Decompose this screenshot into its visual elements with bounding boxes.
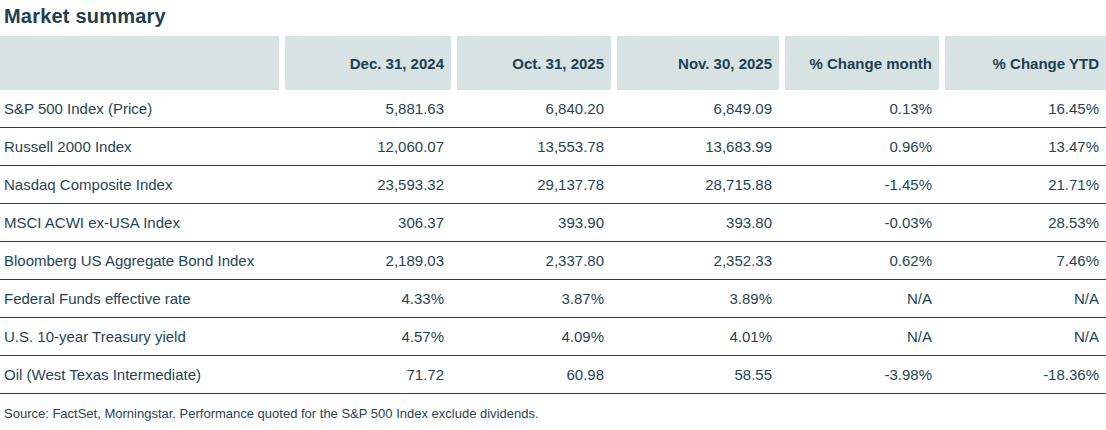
cell-value: -3.98% (785, 356, 939, 393)
market-summary-page: Market summary Dec. 31, 2024Oct. 31, 202… (0, 0, 1106, 430)
column-header: % Change YTD (945, 36, 1106, 90)
column-header: % Change month (785, 36, 939, 90)
cell-value: N/A (945, 280, 1106, 317)
cell-value: 4.01% (617, 318, 779, 355)
table-row: Oil (West Texas Intermediate)71.7260.985… (0, 356, 1106, 394)
cell-value: 3.89% (617, 280, 779, 317)
row-label: Federal Funds effective rate (0, 280, 279, 317)
table-row: S&P 500 Index (Price)5,881.636,840.206,8… (0, 90, 1106, 128)
cell-value: 13.47% (945, 128, 1106, 165)
cell-value: 16.45% (945, 90, 1106, 127)
row-label: Nasdaq Composite Index (0, 166, 279, 203)
cell-value: 0.62% (785, 242, 939, 279)
cell-value: 393.90 (457, 204, 611, 241)
cell-value: 58.55 (617, 356, 779, 393)
row-label: Russell 2000 Index (0, 128, 279, 165)
cell-value: 13,553.78 (457, 128, 611, 165)
row-label: MSCI ACWI ex-USA Index (0, 204, 279, 241)
cell-value: 29,137.78 (457, 166, 611, 203)
cell-value: 3.87% (457, 280, 611, 317)
cell-value: 28.53% (945, 204, 1106, 241)
row-label: S&P 500 Index (Price) (0, 90, 279, 127)
column-header-empty (0, 36, 279, 90)
cell-value: N/A (785, 318, 939, 355)
cell-value: -1.45% (785, 166, 939, 203)
table-row: Nasdaq Composite Index23,593.3229,137.78… (0, 166, 1106, 204)
table-row: Russell 2000 Index12,060.0713,553.7813,6… (0, 128, 1106, 166)
cell-value: N/A (785, 280, 939, 317)
source-note: Source: FactSet, Morningstar. Performanc… (4, 406, 1106, 421)
cell-value: 4.33% (285, 280, 451, 317)
page-title: Market summary (4, 5, 1106, 27)
row-label: U.S. 10-year Treasury yield (0, 318, 279, 355)
cell-value: 0.13% (785, 90, 939, 127)
cell-value: 71.72 (285, 356, 451, 393)
cell-value: 60.98 (457, 356, 611, 393)
cell-value: 4.57% (285, 318, 451, 355)
cell-value: 393.80 (617, 204, 779, 241)
row-label: Bloomberg US Aggregate Bond Index (0, 242, 279, 279)
cell-value: 7.46% (945, 242, 1106, 279)
cell-value: 12,060.07 (285, 128, 451, 165)
row-label: Oil (West Texas Intermediate) (0, 356, 279, 393)
cell-value: -0.03% (785, 204, 939, 241)
table-row: Federal Funds effective rate4.33%3.87%3.… (0, 280, 1106, 318)
cell-value: 28,715.88 (617, 166, 779, 203)
cell-value: 306.37 (285, 204, 451, 241)
cell-value: 6,840.20 (457, 90, 611, 127)
cell-value: 13,683.99 (617, 128, 779, 165)
column-header: Dec. 31, 2024 (285, 36, 451, 90)
cell-value: 2,337.80 (457, 242, 611, 279)
cell-value: 4.09% (457, 318, 611, 355)
table-header-row: Dec. 31, 2024Oct. 31, 2025Nov. 30, 2025%… (0, 36, 1106, 90)
cell-value: N/A (945, 318, 1106, 355)
cell-value: 5,881.63 (285, 90, 451, 127)
cell-value: 2,189.03 (285, 242, 451, 279)
table-row: MSCI ACWI ex-USA Index306.37393.90393.80… (0, 204, 1106, 242)
table-body: S&P 500 Index (Price)5,881.636,840.206,8… (0, 90, 1106, 394)
cell-value: -18.36% (945, 356, 1106, 393)
table-row: U.S. 10-year Treasury yield4.57%4.09%4.0… (0, 318, 1106, 356)
table-row: Bloomberg US Aggregate Bond Index2,189.0… (0, 242, 1106, 280)
cell-value: 2,352.33 (617, 242, 779, 279)
cell-value: 23,593.32 (285, 166, 451, 203)
cell-value: 6,849.09 (617, 90, 779, 127)
column-header: Oct. 31, 2025 (457, 36, 611, 90)
column-header: Nov. 30, 2025 (617, 36, 779, 90)
cell-value: 0.96% (785, 128, 939, 165)
cell-value: 21.71% (945, 166, 1106, 203)
